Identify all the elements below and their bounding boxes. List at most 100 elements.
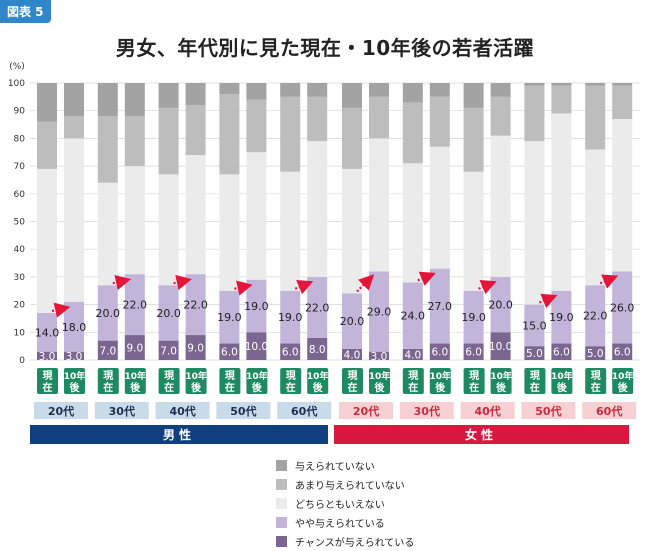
age-group-bg [277,402,332,419]
time-label: 在 [530,381,540,394]
bar-segment [612,271,633,344]
y-tick-label: 40 [14,245,26,255]
gender-label-female: 女性 [465,427,497,442]
bar-segment [585,149,606,286]
bar-segment [612,119,633,272]
bar-segment [490,332,511,360]
time-badge [219,368,241,394]
bar-segment [124,83,145,117]
legend-item: チャンスが与えられている [276,532,414,551]
time-label: 後 [557,381,568,394]
value-label: 6.0 [553,347,570,359]
value-label: 19.0 [278,311,303,324]
bar-segment [612,85,633,120]
bar-segment [551,343,572,360]
bar-segment [64,138,84,302]
bar-segment [429,146,450,269]
value-label: 7.0 [160,345,177,357]
bar-segment [280,96,301,172]
bar-segment [37,168,57,313]
legend-label: 与えられていない [295,462,375,473]
bar-segment [307,96,328,142]
time-label: 在 [43,381,53,394]
time-label: 10年 [490,370,512,382]
bar-segment [97,340,118,360]
bar-segment [219,290,240,344]
trend-arrow [417,271,436,286]
time-label: 10年 [246,370,268,382]
time-label: 在 [103,381,113,394]
figure-label: 図表 5 [0,0,51,23]
bar-segment [429,343,450,360]
time-label: 在 [286,381,296,394]
time-label: 10年 [369,370,391,382]
time-badge [551,368,573,394]
bar-segment [490,135,511,277]
time-label: 後 [618,381,629,394]
legend-swatch [276,517,287,528]
bar-segment [185,155,206,275]
value-label: 5.0 [587,348,604,360]
time-label: 後 [496,381,507,394]
gender-band-female [334,425,629,444]
time-badge [463,368,485,394]
y-tick-label: 80 [14,134,26,144]
time-badge [64,368,85,394]
chart-title: 男女、年代別に見た現在・10年後の若者活躍 [115,36,535,60]
bar-segment [585,85,606,150]
time-label: 現 [164,370,174,382]
time-label: 後 [130,381,141,394]
bar-segment [402,102,423,164]
time-label: 在 [164,381,174,394]
age-group-label: 20代 [353,404,379,418]
time-label: 在 [469,381,479,394]
value-label: 4.0 [344,349,361,361]
age-group-bg [521,402,576,419]
value-label: 27.0 [428,300,453,313]
bar-segment [280,83,301,97]
legend-label: あまり与えられていない [295,481,405,492]
bar-segment [37,312,57,352]
y-tick-label: 50 [14,218,26,228]
bar-segment [524,346,545,360]
value-label: 20.0 [488,299,513,312]
time-badge [524,368,546,394]
bar-segment [219,343,240,360]
age-group-bg [34,402,88,419]
age-group-label: 30代 [109,404,135,418]
y-tick-label: 20 [14,301,26,311]
bar-segment [246,83,267,100]
bar-segment [490,83,511,97]
age-group-label: 50代 [535,404,561,418]
value-label: 18.0 [62,321,87,334]
legend-label: チャンスが与えられている [295,538,415,549]
age-group-label: 50代 [230,404,256,418]
trend-arrow [538,293,558,309]
bar-segment [219,83,240,95]
value-label: 6.0 [614,347,631,359]
bar-segment [97,83,118,117]
value-label: 4.0 [404,349,421,361]
time-label: 後 [70,381,81,394]
y-tick-label: 90 [14,107,26,117]
bar-segment [490,96,511,136]
value-label: 20.0 [156,307,181,320]
bar-segment [185,105,206,156]
time-label: 後 [252,381,263,394]
bar-segment [158,107,179,175]
bar-segment [524,85,545,142]
legend-item: 与えられていない [276,456,414,475]
bar-segment [612,83,633,86]
bar-segment [551,83,572,86]
value-label: 10.0 [489,341,512,353]
value-label: 6.0 [465,347,482,359]
bar-segment [585,346,606,360]
value-label: 20.0 [340,315,365,328]
time-label: 現 [103,370,113,382]
trend-arrow [478,280,497,295]
bar-segment [219,94,240,175]
bar-segment [64,116,84,139]
time-label: 後 [435,381,446,394]
bar-segment [463,107,484,172]
bar-segment [463,83,484,108]
